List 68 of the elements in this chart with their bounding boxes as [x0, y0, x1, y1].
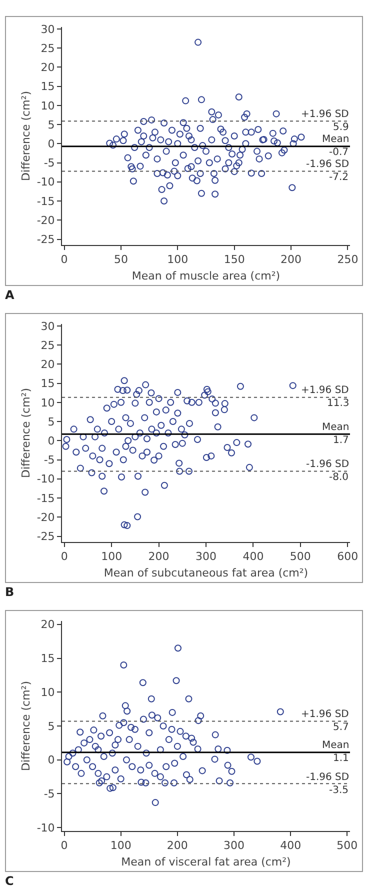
x-tick-label: 600	[337, 550, 358, 564]
ref-line-label: +1.96 SD 5.9	[301, 109, 350, 133]
x-tick-label: 50	[114, 253, 128, 266]
x-tick-label: 500	[290, 550, 311, 564]
y-tick-label: 0	[48, 434, 55, 448]
x-tick-label: 300	[224, 839, 245, 852]
y-tick-label: -20	[36, 510, 55, 524]
y-tick-label: -20	[36, 214, 55, 227]
ref-line-label: -1.96 SD -7.2	[306, 159, 350, 183]
x-tick-label: 200	[148, 550, 170, 564]
x-tick-label: 300	[196, 550, 216, 564]
x-axis-title: Mean of visceral fat area (cm²)	[121, 855, 291, 868]
x-tick-label: 200	[166, 839, 188, 852]
ref-line-label: Mean -0.7	[322, 134, 350, 158]
y-tick-label: -5	[44, 156, 55, 170]
x-tick-label: 500	[336, 839, 358, 852]
y-tick-label: -25	[36, 233, 55, 246]
y-tick-label: 25	[40, 338, 55, 352]
ref-line-label: Mean 1.1	[322, 740, 350, 764]
y-axis-title: Difference (cm²)	[19, 388, 32, 478]
ref-line-label: -1.96 SD -8.0	[306, 459, 350, 483]
y-tick-label: 20	[40, 618, 55, 632]
y-tick-label: 5	[48, 720, 55, 733]
x-axis-title: Mean of muscle area (cm²)	[132, 269, 280, 282]
x-tick-label: 0	[60, 550, 68, 564]
y-tick-label: 15	[40, 652, 55, 666]
x-tick-label: 200	[280, 253, 302, 266]
y-tick-label: -10	[36, 821, 55, 834]
y-tick-label: 15	[40, 80, 55, 94]
y-tick-label: 15	[40, 377, 55, 390]
y-tick-label: -5	[44, 454, 55, 467]
y-tick-label: -10	[36, 176, 55, 189]
y-tick-label: 10	[40, 99, 55, 112]
y-axis-title: Difference (cm²)	[19, 91, 32, 181]
x-tick-label: 0	[60, 253, 68, 266]
text: B	[5, 585, 14, 599]
y-tick-label: 10	[40, 686, 55, 699]
x-tick-label: 150	[224, 253, 245, 266]
y-tick-label: -15	[36, 194, 55, 208]
y-tick-label: 10	[40, 396, 55, 410]
ref-line-label: +1.96 SD 11.3	[301, 385, 350, 409]
ref-line-label: Mean 1.7	[322, 422, 350, 446]
y-tick-label: -10	[36, 472, 55, 486]
y-tick-label: -25	[36, 530, 55, 544]
ref-line-label: +1.96 SD 5.7	[301, 709, 350, 733]
y-tick-label: 0	[48, 754, 55, 767]
y-tick-label: 20	[40, 61, 55, 74]
x-tick-label: 100	[101, 550, 122, 564]
x-tick-label: 100	[110, 839, 132, 852]
y-tick-label: 20	[40, 358, 55, 372]
y-axis-title: Difference (cm²)	[19, 681, 32, 771]
x-tick-label: 400	[280, 839, 302, 852]
x-tick-label: 250	[337, 253, 358, 266]
ref-line-label: -1.96 SD -3.5	[306, 772, 350, 796]
y-tick-label: -5	[44, 788, 55, 801]
x-tick-label: 100	[167, 253, 188, 266]
y-tick-label: 0	[48, 138, 55, 150]
x-tick-label: 0	[60, 839, 68, 852]
text: A	[5, 288, 14, 302]
text: C	[5, 874, 14, 888]
x-axis-title: Mean of subcutaneous fat area (cm²)	[104, 566, 308, 580]
x-tick-label: 400	[242, 550, 264, 564]
y-tick-label: 25	[40, 42, 55, 55]
y-tick-label: 30	[40, 22, 55, 36]
y-tick-label: 30	[40, 320, 55, 333]
y-tick-label: -15	[36, 492, 55, 505]
y-tick-label: 5	[48, 415, 55, 428]
y-tick-label: 5	[48, 118, 55, 132]
